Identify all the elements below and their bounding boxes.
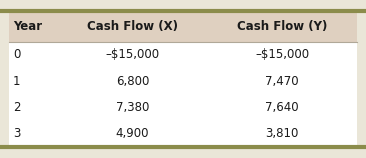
Text: 1: 1 [13, 75, 20, 88]
Text: –$15,000: –$15,000 [105, 48, 160, 61]
Text: Year: Year [13, 20, 42, 33]
Text: 6,800: 6,800 [116, 75, 149, 88]
Text: 7,640: 7,640 [265, 101, 299, 114]
Text: 7,470: 7,470 [265, 75, 299, 88]
Text: 3,810: 3,810 [265, 127, 299, 140]
Text: –$15,000: –$15,000 [255, 48, 309, 61]
Bar [9, 42, 357, 147]
Text: 0: 0 [13, 48, 20, 61]
Text: 2: 2 [13, 101, 20, 114]
Text: 7,380: 7,380 [116, 101, 149, 114]
Text: 4,900: 4,900 [116, 127, 149, 140]
Bar [9, 11, 357, 42]
Text: Cash Flow (X): Cash Flow (X) [87, 20, 178, 33]
Text: 3: 3 [13, 127, 20, 140]
Text: Cash Flow (Y): Cash Flow (Y) [237, 20, 327, 33]
